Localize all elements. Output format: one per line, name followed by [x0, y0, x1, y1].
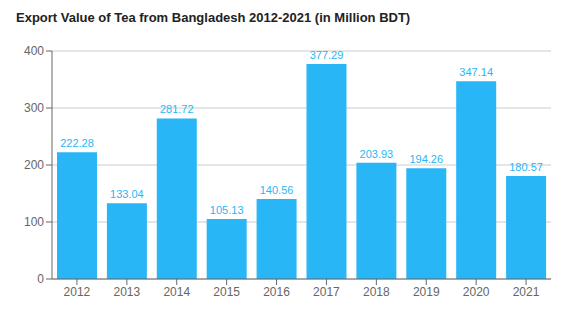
svg-text:2019: 2019 — [413, 285, 440, 299]
svg-text:2014: 2014 — [163, 285, 190, 299]
svg-text:194.26: 194.26 — [409, 153, 443, 165]
svg-text:0: 0 — [37, 272, 44, 286]
svg-text:281.72: 281.72 — [160, 103, 194, 115]
svg-text:2017: 2017 — [313, 285, 340, 299]
svg-text:222.28: 222.28 — [60, 137, 94, 149]
svg-text:2021: 2021 — [513, 285, 540, 299]
svg-text:2015: 2015 — [213, 285, 240, 299]
svg-text:100: 100 — [24, 215, 44, 229]
svg-text:2018: 2018 — [363, 285, 390, 299]
svg-text:347.14: 347.14 — [459, 66, 493, 78]
svg-text:2020: 2020 — [463, 285, 490, 299]
svg-text:200: 200 — [24, 158, 44, 172]
svg-text:400: 400 — [24, 44, 44, 58]
html-text:Export Value of Tea from Bangl: Export Value of Tea from Bangladesh 2012… — [16, 10, 411, 25]
svg-text:140.56: 140.56 — [260, 184, 294, 196]
svg-text:105.13: 105.13 — [210, 204, 244, 216]
svg-text:2013: 2013 — [113, 285, 140, 299]
svg-text:2012: 2012 — [64, 285, 91, 299]
svg-text:2016: 2016 — [263, 285, 290, 299]
svg-text:377.29: 377.29 — [310, 49, 344, 61]
svg-text:203.93: 203.93 — [360, 148, 394, 160]
svg-text:300: 300 — [24, 101, 44, 115]
svg-text:180.57: 180.57 — [509, 161, 543, 173]
svg-text:133.04: 133.04 — [110, 188, 144, 200]
